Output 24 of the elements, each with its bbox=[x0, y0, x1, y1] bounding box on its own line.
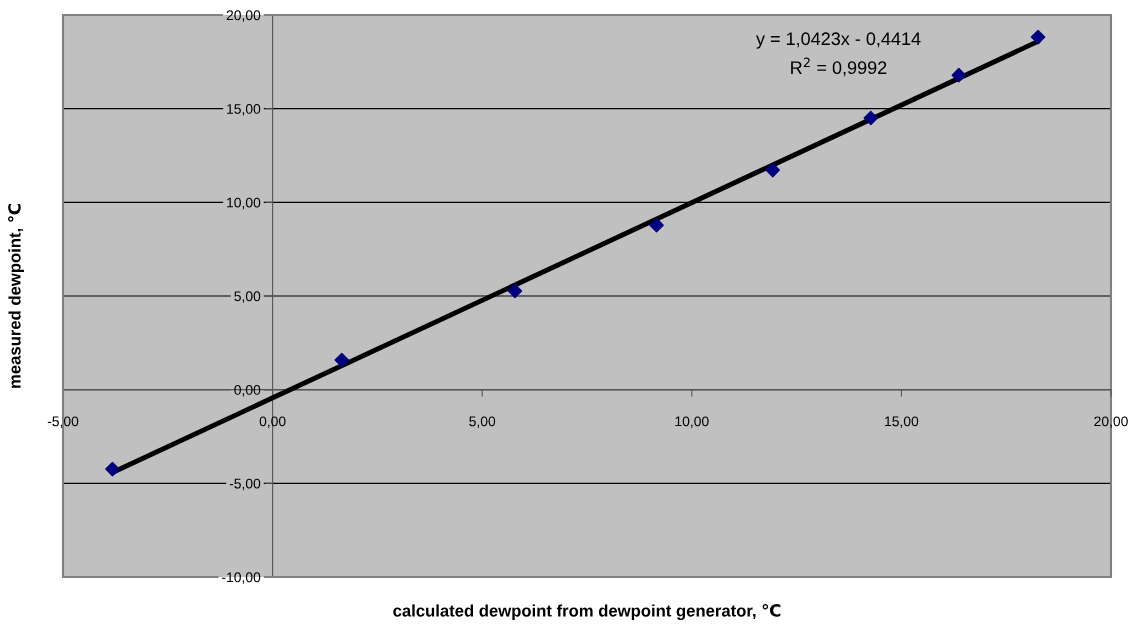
y-tick-label: -10,00 bbox=[222, 572, 261, 584]
annotation: y = 1,0423x - 0,4414 bbox=[756, 32, 921, 49]
x-tick-label: 5,00 bbox=[469, 416, 496, 428]
y-tick-label: 5,00 bbox=[234, 291, 261, 303]
point bbox=[863, 110, 879, 126]
annotation: R$^{2}$ = 0,9992 bbox=[791, 57, 887, 77]
y-tick-label: 15,00 bbox=[227, 104, 261, 116]
y-tick-label: -5,00 bbox=[229, 478, 261, 491]
point bbox=[507, 283, 523, 299]
point bbox=[1030, 29, 1046, 45]
x-tick-label: 15,00 bbox=[885, 416, 919, 428]
point bbox=[951, 67, 967, 83]
x-tick-label: -5,00 bbox=[47, 416, 79, 428]
point bbox=[105, 461, 120, 477]
x-tick-label: 0,00 bbox=[259, 416, 286, 428]
x-tick-label: 20,00 bbox=[1094, 416, 1128, 428]
point bbox=[649, 217, 664, 233]
point bbox=[765, 162, 780, 178]
x-tick-label: 10,00 bbox=[675, 416, 709, 428]
y-tick-label: 20,00 bbox=[226, 10, 261, 22]
y-tick-label: 10,00 bbox=[227, 197, 261, 210]
y-axis-title: measured dewpoint, ℃ bbox=[8, 204, 24, 388]
x-axis-title: calculated dewpoint from dewpoint generator, ℃ bbox=[393, 603, 781, 621]
point bbox=[334, 352, 350, 368]
